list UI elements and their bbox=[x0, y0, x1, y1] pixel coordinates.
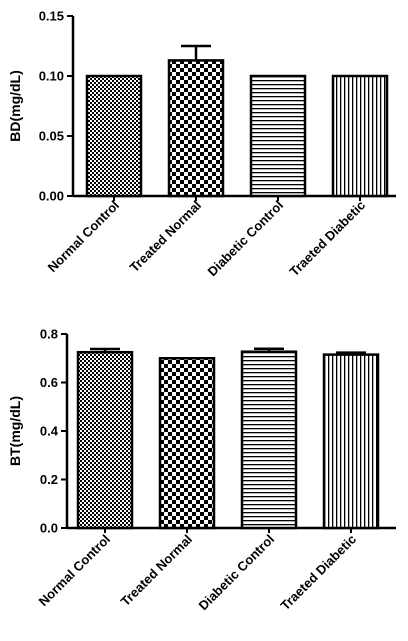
bar-treated-normal bbox=[167, 59, 225, 198]
x-tick-label: Treated Normal bbox=[127, 198, 205, 276]
bar-traeted-diabetic bbox=[331, 74, 389, 198]
y-tick-label: 0.0 bbox=[40, 521, 58, 536]
y-axis-title: BD(mg/dL) bbox=[7, 70, 23, 142]
y-tick-label: 0.10 bbox=[39, 69, 64, 84]
x-tick-label: Traeted Diabetic bbox=[286, 198, 368, 280]
y-tick-label: 0.2 bbox=[40, 472, 58, 487]
bar-diabetic-control bbox=[249, 74, 307, 198]
y-tick-label: 0.4 bbox=[40, 424, 59, 439]
x-tick-label: Diabetic Control bbox=[205, 198, 287, 280]
y-tick-label: 0.15 bbox=[39, 9, 64, 24]
bar-diabetic-control bbox=[240, 350, 298, 530]
x-tick-label: Treated Normal bbox=[118, 532, 196, 610]
y-axis-title: BT(mg/dL) bbox=[7, 396, 23, 466]
x-tick-label: Normal Control bbox=[45, 198, 123, 276]
y-tick-label: 0.8 bbox=[40, 327, 58, 342]
x-tick-label: Normal Control bbox=[36, 532, 114, 610]
y-tick-label: 0.05 bbox=[39, 129, 64, 144]
bt-chart: 0.00.20.40.60.8BT(mg/dL)Normal Control Tr… bbox=[7, 327, 396, 614]
y-tick-label: 0.6 bbox=[40, 375, 58, 390]
bar-normal-control bbox=[85, 74, 143, 198]
x-tick-label: Diabetic Control bbox=[196, 532, 278, 614]
bar-normal-control bbox=[76, 350, 134, 530]
bar-traeted-diabetic bbox=[322, 353, 380, 530]
y-tick-label: 0.00 bbox=[39, 189, 64, 204]
bar-treated-normal bbox=[158, 357, 216, 530]
x-tick-label: Traeted Diabetic bbox=[277, 532, 359, 614]
